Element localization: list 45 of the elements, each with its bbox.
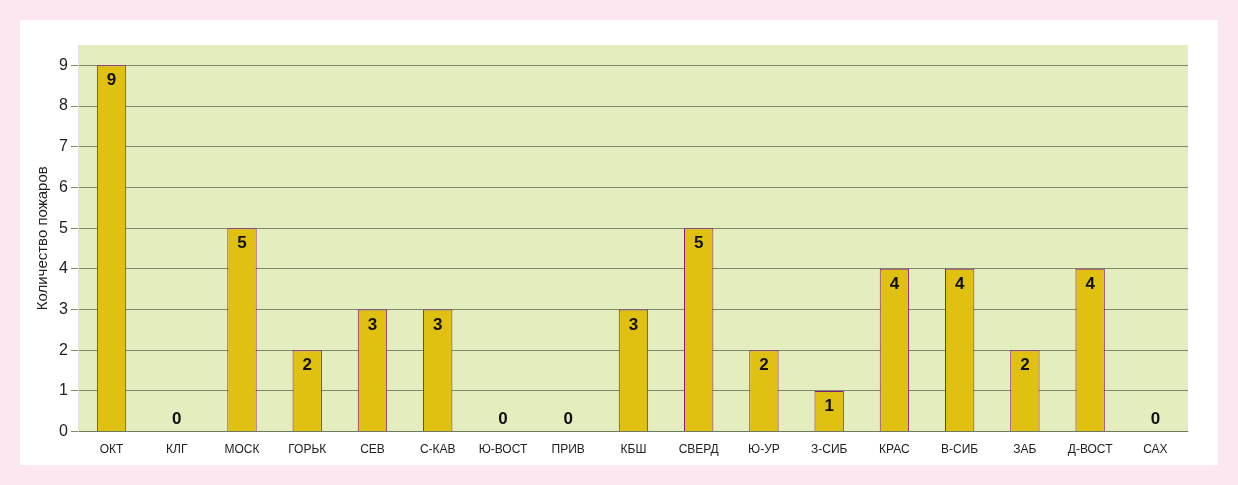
x-tick-label: В-СИБ [941, 442, 979, 457]
data-label: 3 [628, 314, 639, 334]
data-label: 9 [106, 70, 117, 90]
x-tick-label: Ю-УР [748, 442, 780, 457]
y-tick-label: 4 [58, 259, 68, 277]
y-tick-label: 5 [58, 218, 68, 236]
data-label: 0 [1150, 408, 1161, 428]
data-label: 3 [367, 314, 378, 334]
y-axis-title: Количество пожаров [33, 166, 51, 311]
data-label: 0 [172, 408, 182, 428]
data-label: 1 [824, 395, 834, 415]
y-tick-label: 2 [58, 340, 68, 358]
y-tick-label: 8 [58, 96, 68, 114]
x-tick-label: КЛГ [166, 442, 188, 457]
x-tick-label: ГОРЬК [288, 442, 327, 457]
data-label: 2 [1020, 355, 1030, 375]
x-tick-label: З-СИБ [810, 442, 848, 457]
y-tick-label: 6 [58, 177, 68, 195]
x-tick-label: ПРИВ [551, 442, 585, 457]
y-tick-label: 9 [58, 55, 68, 73]
x-tick-label: Ю-ВОСТ [478, 442, 528, 457]
y-tick-label: 7 [58, 137, 68, 155]
x-tick-label: КРАС [879, 442, 911, 457]
y-tick-label: 3 [58, 299, 68, 317]
data-label: 4 [954, 273, 965, 293]
x-tick-label: Д-ВОСТ [1067, 442, 1114, 457]
y-tick-label: 0 [58, 422, 68, 440]
x-tick-label: САХ [1143, 442, 1168, 457]
x-tick-label: СВЕРД [678, 442, 719, 457]
data-label: 0 [563, 408, 573, 428]
x-tick-label: С-КАВ [419, 442, 456, 457]
x-tick-label: КБШ [620, 442, 647, 457]
data-label: 2 [759, 355, 769, 375]
data-label: 0 [498, 408, 508, 428]
data-label: 2 [302, 355, 312, 375]
y-tick-label: 1 [58, 381, 68, 399]
x-tick-label: ОКТ [99, 442, 125, 457]
x-tick-label: СЕВ [360, 442, 385, 457]
x-tick-label: МОСК [224, 442, 260, 457]
data-label: 5 [693, 233, 704, 253]
x-tick-label: ЗАБ [1013, 442, 1037, 457]
data-label: 5 [237, 233, 247, 253]
data-label: 3 [432, 314, 443, 334]
data-label: 4 [1085, 273, 1096, 293]
data-label: 4 [889, 273, 900, 293]
